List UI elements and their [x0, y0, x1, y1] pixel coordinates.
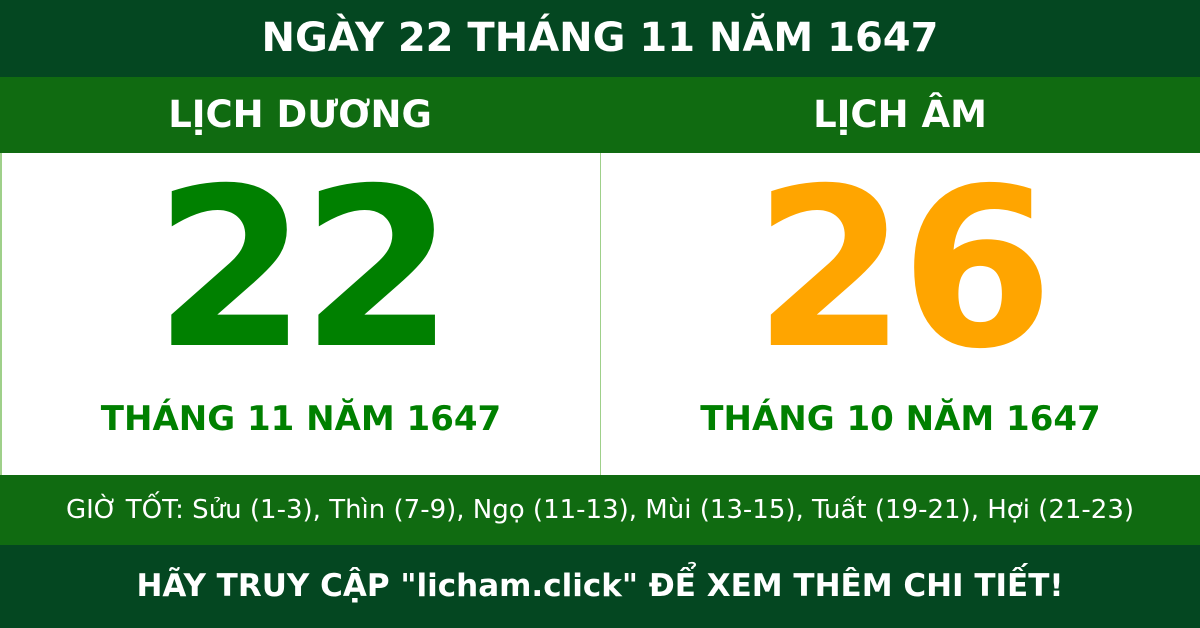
solar-panel: 22 THÁNG 11 NĂM 1647 [0, 153, 600, 475]
lunar-day: 26 [753, 153, 1053, 397]
good-hours: GIỜ TỐT: Sửu (1-3), Thìn (7-9), Ngọ (11-… [0, 475, 1200, 545]
solar-day: 22 [153, 153, 454, 397]
page-title: NGÀY 22 THÁNG 11 NĂM 1647 [0, 0, 1200, 77]
solar-month-year: THÁNG 11 NĂM 1647 [100, 399, 502, 439]
solar-heading: LỊCH DƯƠNG [168, 93, 432, 136]
calendar-headers: LỊCH DƯƠNG LỊCH ÂM [0, 77, 1200, 153]
lunar-heading: LỊCH ÂM [813, 93, 987, 136]
lunar-month-year: THÁNG 10 NĂM 1647 [700, 399, 1101, 439]
lunar-panel: 26 THÁNG 10 NĂM 1647 [600, 153, 1200, 475]
footer-cta: HÃY TRUY CẬP "licham.click" ĐỂ XEM THÊM … [0, 545, 1200, 628]
